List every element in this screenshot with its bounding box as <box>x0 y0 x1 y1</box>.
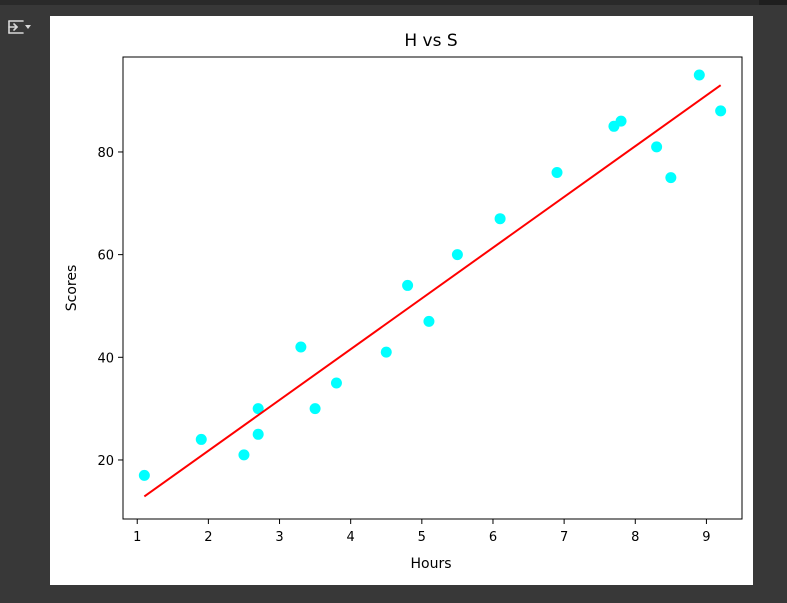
data-point <box>551 167 563 178</box>
data-point <box>693 69 705 81</box>
scatter-points <box>138 69 727 481</box>
x-axis: 1 2 3 4 5 6 7 8 9 <box>133 519 711 545</box>
x-tick-label: 9 <box>702 530 710 545</box>
y-axis-label: Scores <box>64 265 80 312</box>
data-point <box>309 403 321 415</box>
x-tick-label: 8 <box>631 530 639 545</box>
regression-line <box>143 84 722 498</box>
data-point <box>238 449 250 461</box>
data-point <box>380 346 392 358</box>
data-point <box>330 377 342 389</box>
y-tick-label: 60 <box>97 249 114 264</box>
data-point <box>402 279 414 291</box>
y-tick-label: 40 <box>97 351 114 366</box>
x-tick-label: 2 <box>204 530 212 545</box>
data-point <box>295 341 307 353</box>
data-point <box>651 141 663 153</box>
y-axis: 20 40 60 80 <box>97 146 123 469</box>
data-point <box>423 315 435 327</box>
regression-line-layer <box>143 84 722 498</box>
top-strip-shade <box>759 0 787 5</box>
x-tick-label: 7 <box>560 530 568 545</box>
x-axis-label: Hours <box>410 556 451 572</box>
data-point <box>715 105 727 117</box>
chart-title: H vs S <box>404 31 457 51</box>
x-tick-label: 4 <box>347 530 355 545</box>
data-point <box>252 428 264 440</box>
data-point <box>195 433 207 445</box>
x-tick-label: 1 <box>133 530 141 545</box>
x-tick-label: 5 <box>418 530 426 545</box>
data-point <box>138 469 150 481</box>
x-tick-label: 3 <box>275 530 283 545</box>
plot-frame <box>122 56 743 520</box>
data-point <box>665 172 677 184</box>
output-collapse-icon[interactable] <box>6 16 34 38</box>
data-point <box>615 115 627 127</box>
right-panel <box>753 5 787 603</box>
y-tick-label: 20 <box>97 454 114 469</box>
data-point <box>451 249 463 261</box>
data-point <box>252 403 264 415</box>
cell-gutter <box>0 5 44 603</box>
y-tick-label: 80 <box>97 146 114 161</box>
figure-canvas: H vs S 1 2 3 4 5 6 7 8 9 20 40 60 80 Hours Scores <box>50 16 753 585</box>
x-tick-label: 6 <box>489 530 497 545</box>
data-point <box>494 213 506 225</box>
top-strip <box>0 0 787 5</box>
chart-svg: H vs S 1 2 3 4 5 6 7 8 9 20 40 60 80 Hours Scores <box>64 31 743 572</box>
